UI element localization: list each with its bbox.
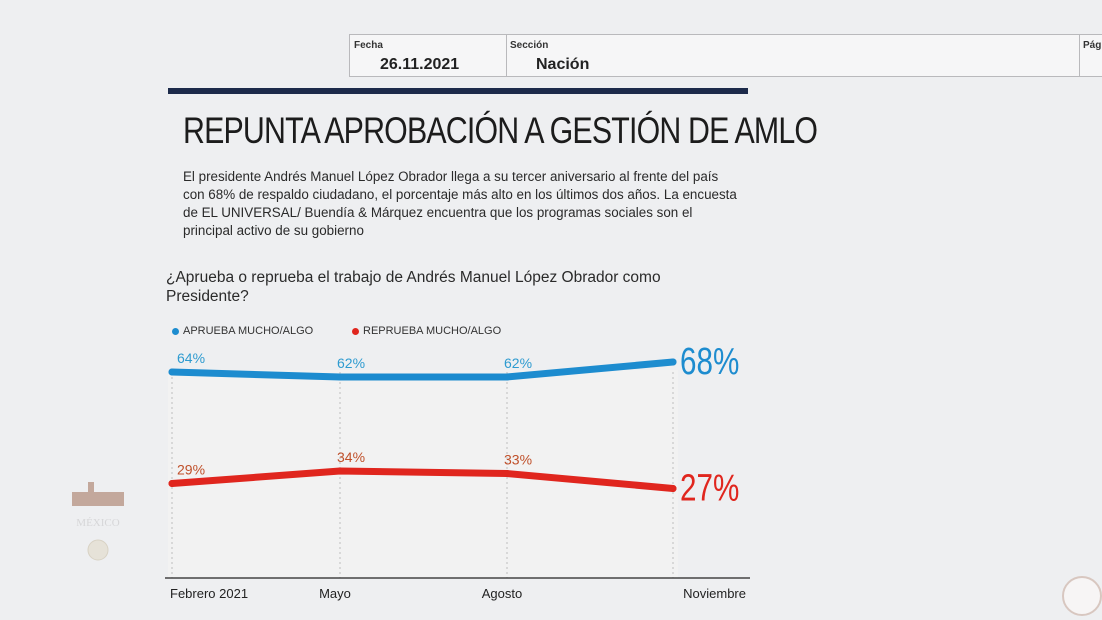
fecha-label: Fecha [354, 40, 383, 51]
fecha-value: 26.11.2021 [380, 56, 460, 73]
x-tick-label: Agosto [482, 586, 522, 601]
article-title: REPUNTA APROBACIÓN A GESTIÓN DE AMLO [183, 110, 818, 151]
data-point [669, 358, 677, 366]
data-point [336, 373, 344, 381]
header-rule [168, 88, 748, 94]
data-label: 34% [337, 449, 365, 465]
data-label: 29% [177, 462, 205, 478]
legend-dot-red [352, 327, 359, 335]
legend-dot-blue [172, 327, 179, 335]
pagina-cell: Pág [1079, 35, 1102, 76]
logo-text: MÉXICO [76, 517, 119, 529]
x-tick-label: Febrero 2021 [170, 586, 248, 601]
legend-item-aprueba: APRUEBA MUCHO/ALGO [172, 325, 313, 337]
data-point [669, 485, 677, 492]
seccion-label: Sección [510, 40, 549, 51]
x-tick-label: Mayo [319, 586, 351, 601]
data-point [168, 480, 176, 487]
seal-icon [1062, 576, 1102, 616]
data-point [336, 467, 344, 475]
chart-question: ¿Aprueba o reprueba el trabajo de Andrés… [166, 269, 661, 305]
legend-label: REPRUEBA MUCHO/ALGO [363, 325, 502, 337]
data-label: 64% [177, 350, 205, 366]
article-lede: El presidente Andrés Manuel López Obrado… [183, 169, 737, 238]
data-point [168, 368, 176, 376]
clipping-header: Fecha 26.11.2021 Sección Nación Pág [349, 34, 1102, 77]
data-label-final: 27% [680, 467, 739, 509]
fecha-cell: Fecha 26.11.2021 [350, 35, 507, 76]
logo-icon: MÉXICO [72, 482, 124, 561]
series-line-reprueba [168, 467, 677, 492]
pagina-label: Pág [1083, 40, 1102, 51]
legend-label: APRUEBA MUCHO/ALGO [183, 325, 314, 337]
data-label: 33% [504, 452, 532, 468]
gobierno-mexico-logo: MÉXICO [68, 480, 128, 575]
seccion-value: Nación [536, 56, 590, 73]
series-line-aprueba [168, 358, 677, 381]
data-point [503, 470, 511, 477]
legend-item-reprueba: REPRUEBA MUCHO/ALGO [352, 325, 501, 337]
x-tick-label: Noviembre [683, 586, 746, 601]
data-label: 62% [504, 355, 532, 371]
seccion-cell: Sección Nación [506, 35, 1080, 76]
data-point [503, 373, 511, 381]
data-label: 62% [337, 355, 365, 371]
data-label-final: 68% [680, 341, 739, 383]
